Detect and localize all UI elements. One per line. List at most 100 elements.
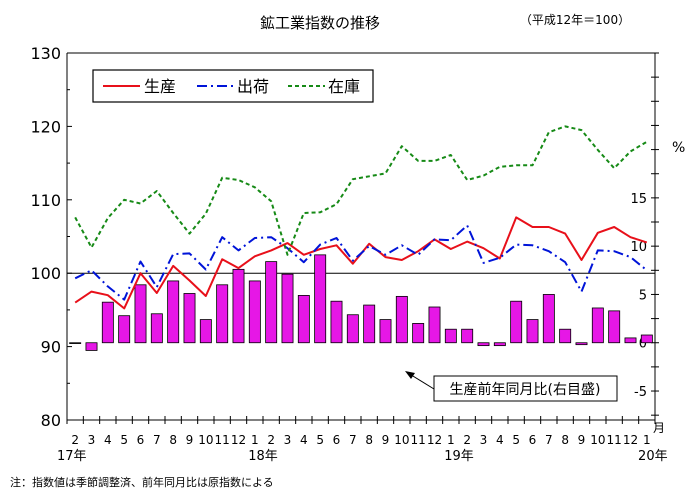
- x-month-label: 5: [120, 433, 128, 447]
- annotation-arrow-head: [405, 371, 415, 379]
- yoy-bar: [559, 328, 572, 344]
- yoy-bar: [379, 319, 392, 344]
- x-month-label: 1: [643, 433, 651, 447]
- yoy-bar: [477, 342, 490, 347]
- yoy-bar: [395, 295, 408, 344]
- x-month-label: 9: [186, 433, 194, 447]
- yoy-bar: [640, 334, 653, 344]
- yoy-bar: [118, 315, 131, 344]
- x-month-label: 11: [411, 433, 426, 447]
- yoy-bar: [297, 295, 310, 344]
- chart-title: 鉱工業指数の推移: [260, 14, 380, 32]
- x-month-label: 10: [198, 433, 213, 447]
- yoy-bar: [216, 284, 229, 344]
- yoy-bar: [461, 328, 474, 344]
- x-month-label: 9: [578, 433, 586, 447]
- yoy-bar: [314, 254, 327, 344]
- right-axis-unit: %: [672, 140, 685, 156]
- x-year-label: 18年: [248, 449, 278, 464]
- x-month-label: 2: [267, 433, 275, 447]
- x-month-label: 8: [169, 433, 177, 447]
- yoy-bar: [542, 294, 555, 344]
- legend-label-inventory: 在庫: [328, 77, 360, 96]
- right-tick-label: 15: [630, 192, 647, 207]
- yoy-bar: [624, 337, 637, 344]
- x-month-label: 5: [512, 433, 520, 447]
- x-month-label: 6: [333, 433, 341, 447]
- x-unit-label: 月: [653, 421, 665, 435]
- series-line-production: [74, 216, 648, 310]
- yoy-bar: [232, 268, 245, 344]
- yoy-bar: [150, 313, 163, 344]
- yoy-bar: [167, 280, 180, 344]
- left-tick-label: 130: [30, 44, 61, 63]
- footnote: 注：指数値は季節調整済、前年同月比は原指数による: [10, 475, 274, 489]
- left-tick-label: 120: [30, 117, 61, 136]
- x-month-label: 6: [529, 433, 537, 447]
- legend-label-production: 生産: [144, 77, 176, 96]
- annotation: 生産前年同月比(右目盛): [405, 371, 618, 402]
- yoy-bar: [575, 342, 588, 346]
- yoy-bar: [510, 300, 523, 344]
- x-month-label: 4: [300, 433, 308, 447]
- x-month-label: 7: [545, 433, 553, 447]
- yoy-bar: [101, 301, 114, 344]
- right-tick-label: -5: [634, 385, 647, 400]
- yoy-bar: [281, 273, 294, 344]
- left-tick-label: 100: [30, 264, 61, 283]
- yoy-bar: [199, 319, 212, 344]
- left-tick-label: 90: [41, 338, 61, 357]
- right-tick-label: 0: [639, 337, 647, 352]
- yoy-bar: [265, 261, 278, 344]
- x-month-label: 9: [382, 433, 390, 447]
- right-tick-label: 5: [639, 288, 647, 303]
- x-month-label: 2: [463, 433, 471, 447]
- x-month-label: 10: [590, 433, 605, 447]
- x-month-label: 8: [365, 433, 373, 447]
- series-line-inventory: [74, 125, 648, 256]
- yoy-bar: [591, 307, 604, 344]
- legend-label-shipment: 出荷: [237, 77, 269, 96]
- x-month-label: 5: [316, 433, 324, 447]
- annotation-text: 生産前年同月比(右目盛): [450, 381, 601, 398]
- series-line-shipment: [74, 224, 648, 301]
- x-month-label: 2: [71, 433, 79, 447]
- yoy-bar: [346, 314, 359, 344]
- x-month-label: 4: [104, 433, 112, 447]
- x-month-label: 4: [496, 433, 504, 447]
- yoy-bar: [493, 342, 506, 347]
- yoy-bar: [412, 323, 425, 344]
- x-month-label: 7: [153, 433, 161, 447]
- right-tick-label: 10: [630, 240, 647, 255]
- x-year-label: 19年: [444, 449, 474, 464]
- yoy-bar: [69, 342, 82, 344]
- left-tick-label: 80: [41, 411, 61, 430]
- yoy-bar: [248, 280, 261, 344]
- yoy-bar: [608, 310, 621, 344]
- x-month-label: 3: [480, 433, 488, 447]
- x-month-label: 6: [137, 433, 145, 447]
- yoy-bar: [330, 300, 343, 344]
- x-month-label: 1: [447, 433, 455, 447]
- yoy-bar: [526, 319, 539, 344]
- x-month-label: 12: [427, 433, 442, 447]
- yoy-bar: [183, 293, 196, 344]
- x-month-label: 11: [215, 433, 230, 447]
- yoy-bar: [428, 306, 441, 344]
- x-month-label: 12: [231, 433, 246, 447]
- x-month-label: 10: [394, 433, 409, 447]
- x-month-label: 1: [251, 433, 259, 447]
- x-year-label: 20年: [638, 449, 668, 464]
- yoy-bar: [134, 284, 147, 344]
- x-month-label: 3: [88, 433, 96, 447]
- yoy-bar: [85, 342, 98, 351]
- x-month-label: 3: [284, 433, 292, 447]
- x-month-label: 8: [561, 433, 569, 447]
- left-tick-label: 110: [30, 191, 61, 210]
- x-month-label: 12: [623, 433, 638, 447]
- x-month-label: 7: [349, 433, 357, 447]
- yoy-bar: [444, 328, 457, 344]
- x-month-label: 11: [607, 433, 622, 447]
